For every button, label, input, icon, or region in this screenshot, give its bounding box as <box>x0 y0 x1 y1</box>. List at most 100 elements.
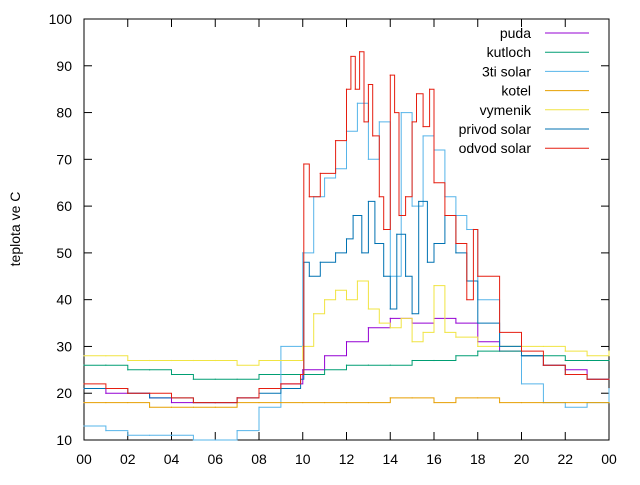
data-point <box>149 359 151 362</box>
data-point <box>520 401 523 404</box>
data-point <box>564 359 566 362</box>
data-point <box>466 228 468 231</box>
data-point <box>477 350 479 352</box>
data-point <box>214 359 216 362</box>
data-point <box>149 406 151 408</box>
y-axis-label: teplota ve C <box>7 192 23 267</box>
legend-label: odvod solar <box>459 140 532 156</box>
y-tick-label: 50 <box>56 245 72 261</box>
data-point <box>308 196 310 198</box>
data-point <box>433 401 435 404</box>
data-point <box>149 397 151 399</box>
data-point <box>367 308 369 310</box>
data-point <box>564 350 566 352</box>
data-point <box>280 383 282 385</box>
y-tick-label: 30 <box>56 338 72 354</box>
data-point <box>372 135 374 137</box>
data-point <box>564 373 566 376</box>
data-point <box>83 387 85 390</box>
data-point <box>564 401 566 404</box>
data-point <box>400 317 402 319</box>
legend-label: kutloch <box>487 44 531 60</box>
data-point <box>83 425 85 427</box>
series-line-vymenik <box>84 280 610 366</box>
data-point <box>302 345 304 348</box>
data-point <box>477 397 479 399</box>
legend: puda kutloch 3ti solar kotel vymenik privod s… <box>459 25 589 156</box>
data-point <box>455 397 457 399</box>
data-point <box>477 275 479 277</box>
data-point <box>455 242 457 245</box>
data-point <box>608 359 610 362</box>
data-point <box>127 392 129 394</box>
data-point <box>214 406 216 408</box>
data-point <box>389 364 391 366</box>
data-point <box>400 111 402 114</box>
data-point <box>302 401 304 404</box>
data-point <box>350 55 352 58</box>
data-point <box>422 135 424 137</box>
x-tick-label: 08 <box>251 451 267 467</box>
data-point <box>170 406 173 408</box>
data-point <box>477 345 479 348</box>
data-point <box>280 401 282 404</box>
data-point <box>433 242 435 245</box>
data-point <box>542 401 544 404</box>
data-point <box>422 331 424 334</box>
data-point <box>444 331 446 334</box>
data-point <box>383 275 385 277</box>
data-point <box>354 88 356 90</box>
data-point <box>324 355 326 357</box>
x-tick-label: 16 <box>426 451 442 467</box>
data-point <box>398 214 400 217</box>
data-point <box>415 93 418 95</box>
series-line-odvod-solar <box>84 51 609 404</box>
data-point <box>236 397 238 399</box>
data-point <box>236 430 238 432</box>
x-tick-label: 02 <box>120 451 136 467</box>
data-point <box>149 434 151 436</box>
data-point <box>389 317 391 319</box>
data-point <box>214 439 216 441</box>
data-point <box>367 364 369 366</box>
data-point <box>214 401 216 404</box>
data-point <box>302 369 304 371</box>
data-point <box>324 177 326 179</box>
data-point <box>345 299 348 301</box>
data-point <box>542 345 544 348</box>
data-point <box>105 355 107 357</box>
data-point <box>170 434 173 436</box>
data-point <box>258 373 260 376</box>
data-point <box>499 401 501 404</box>
x-tick-label: 10 <box>295 451 311 467</box>
y-tick-label: 10 <box>56 432 72 448</box>
data-point <box>404 275 407 277</box>
data-point <box>324 299 326 301</box>
data-point <box>324 401 326 404</box>
data-point <box>334 252 337 254</box>
data-point <box>170 397 173 399</box>
data-point <box>149 369 151 371</box>
data-point <box>192 378 194 380</box>
x-tick-label: 00 <box>76 451 92 467</box>
legend-label: privod solar <box>459 121 532 137</box>
series-layer <box>83 51 610 441</box>
data-point <box>499 345 501 348</box>
data-point <box>127 434 129 436</box>
data-point <box>356 280 359 282</box>
data-point <box>586 359 588 362</box>
y-tick-label: 80 <box>56 105 72 121</box>
data-point <box>499 350 501 352</box>
x-tick-label: 22 <box>557 451 573 467</box>
data-point <box>313 313 315 315</box>
data-point <box>520 350 523 352</box>
data-point <box>170 373 173 376</box>
data-point <box>363 121 365 123</box>
data-point <box>586 401 588 404</box>
data-point <box>411 313 413 315</box>
data-point <box>389 327 391 329</box>
data-point <box>299 373 302 376</box>
data-point <box>586 378 588 380</box>
data-point <box>192 359 194 362</box>
data-point <box>105 364 107 366</box>
